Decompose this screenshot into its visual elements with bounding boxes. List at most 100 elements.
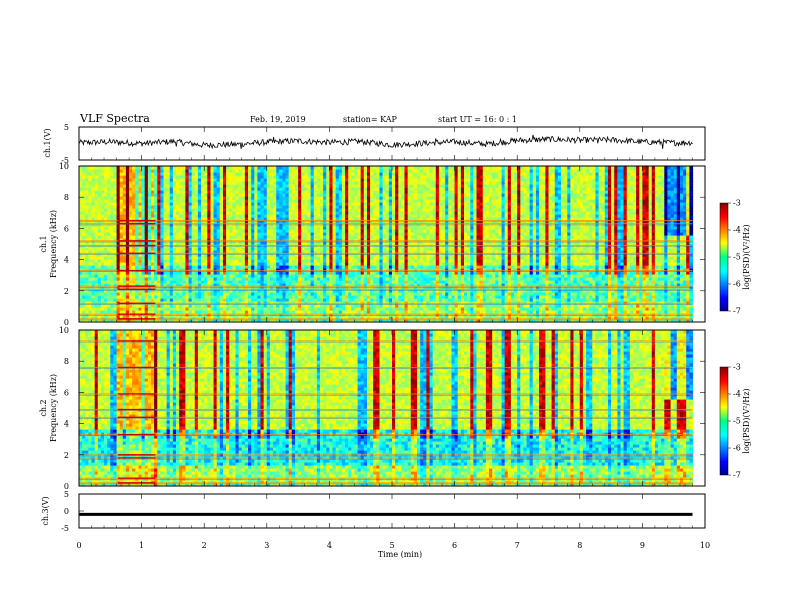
spectrogram-cell [151, 304, 155, 308]
spectrogram-cell [197, 268, 202, 272]
spectrogram-cell [194, 247, 199, 251]
spectrogram-cell [147, 283, 152, 287]
spectrogram-cell [104, 283, 108, 287]
spectrogram-cell [185, 301, 190, 305]
spectrogram-cell [176, 286, 180, 290]
spectrogram-cell [172, 289, 177, 293]
spectrogram-cell [113, 184, 118, 188]
spectrogram-cell [113, 211, 118, 215]
spectrogram-cell [172, 307, 177, 311]
spectrogram-cell [122, 199, 127, 203]
spectrogram-cell [163, 214, 168, 218]
spectrogram-cell [129, 304, 133, 308]
spectrogram-cell [104, 172, 108, 176]
spectrogram-cell [182, 238, 186, 242]
spectrogram-cell [194, 313, 199, 317]
spectrogram-cell [132, 217, 136, 221]
spectrogram-cell [94, 190, 99, 194]
spectrogram-cell [154, 214, 158, 218]
spectrogram-cell [163, 166, 168, 170]
spectrogram-cell [104, 208, 108, 212]
spectrogram-cell [97, 316, 102, 320]
spectrogram-cell [169, 256, 174, 260]
spectrogram-cell [110, 250, 114, 254]
spectrogram-cell [188, 208, 193, 212]
spectrogram-cell [122, 172, 127, 176]
spectrogram-cell [185, 196, 190, 200]
spectrogram-cell [85, 166, 89, 170]
spectrogram-cell [151, 193, 155, 197]
spectrogram-cell [88, 274, 93, 278]
spectrogram-cell [147, 202, 152, 206]
spectrogram-cell [97, 271, 102, 275]
spectrogram-cell [79, 193, 83, 197]
spectrogram-cell [160, 172, 165, 176]
spectrogram-cell [157, 217, 161, 221]
spectrogram-cell [110, 214, 114, 218]
spectrogram-cell [94, 256, 99, 260]
spectrogram-cell [110, 184, 114, 188]
spectrogram-cell [119, 235, 124, 239]
spectrogram-cell [188, 184, 193, 188]
spectrogram-cell [157, 304, 161, 308]
spectrogram-cell [82, 268, 86, 272]
spectrogram-cell [125, 166, 130, 170]
spectrogram-cell [135, 304, 139, 308]
spectrogram-cell [116, 271, 121, 275]
spectrogram-cell [82, 247, 86, 251]
spectrogram-cell [122, 190, 127, 194]
spectrogram-cell [194, 304, 199, 308]
spectrogram-cell [157, 190, 161, 194]
spectrogram-cell [144, 256, 149, 260]
spectrogram-cell [85, 250, 89, 254]
spectrogram-cell [122, 316, 127, 320]
spectrogram-cell [104, 238, 108, 242]
spectrogram-cell [154, 316, 158, 320]
spectrogram-cell [185, 217, 190, 221]
spectrogram-cell [110, 247, 114, 251]
spectrogram-cell [144, 193, 149, 197]
start-time-label: start UT = 16: 0 : 1 [438, 115, 517, 124]
spectrogram-cell [132, 184, 136, 188]
spectrogram-cell [144, 319, 149, 323]
spectrogram-cell [107, 247, 111, 251]
spectrogram-cell [94, 292, 99, 296]
spectrogram-cell [85, 184, 89, 188]
spectrogram-cell [104, 319, 108, 323]
spectrogram-cell [160, 280, 165, 284]
spectrogram-cell [125, 217, 130, 221]
spectrogram-cell [194, 307, 199, 311]
spectrogram-cell [163, 262, 168, 266]
spectrogram-cell [179, 271, 183, 275]
spectrogram-cell [151, 229, 155, 233]
spectrogram-cell [197, 316, 202, 320]
spectrogram-cell [169, 178, 174, 182]
spectrogram-cell [182, 208, 186, 212]
spectrogram-cell [94, 175, 99, 179]
spectrogram-cell [157, 283, 161, 287]
spectrogram-cell [172, 190, 177, 194]
spectrogram-cell [194, 184, 199, 188]
spectrogram-cell [97, 310, 102, 314]
spectrogram-cell [154, 166, 158, 170]
spectrogram-cell [79, 232, 83, 236]
spectrogram-cell [166, 262, 171, 266]
spectrogram-cell [151, 247, 155, 251]
spectrogram-cell [172, 247, 177, 251]
spectrogram-cell [79, 271, 83, 275]
spectrogram-cell [163, 181, 168, 185]
spectrogram-cell [110, 268, 114, 272]
spectrogram-cell [191, 247, 196, 251]
spectrogram-cell [151, 265, 155, 269]
spectrogram-cell [157, 241, 161, 245]
spectrogram-cell [191, 193, 196, 197]
spectrogram-cell [100, 277, 105, 281]
spectrogram-cell [122, 286, 127, 290]
spectrogram-cell [176, 178, 180, 182]
spectrogram-cell [113, 172, 118, 176]
spectrogram-cell [151, 256, 155, 260]
spectrogram-cell [151, 202, 155, 206]
spectrogram-cell [122, 256, 127, 260]
spectrogram-cell [100, 259, 105, 263]
spectrogram-cell [160, 247, 165, 251]
